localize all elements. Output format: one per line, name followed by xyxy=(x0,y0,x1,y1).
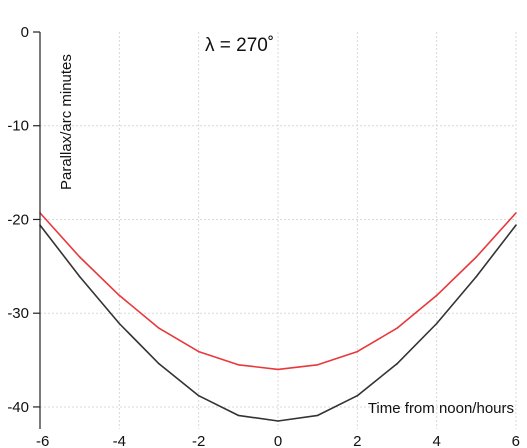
plot-area xyxy=(39,212,517,422)
y-tick-labels: 0 -10 -20 -30 -40 xyxy=(7,24,29,416)
grid xyxy=(40,32,517,429)
data-point xyxy=(237,414,240,417)
x-tick-label: -2 xyxy=(192,433,205,448)
y-tick-label: -40 xyxy=(7,399,29,416)
data-point xyxy=(356,394,359,397)
data-point xyxy=(515,224,517,226)
data-point xyxy=(118,294,121,297)
data-point xyxy=(515,212,517,214)
data-point xyxy=(356,350,359,353)
data-point xyxy=(316,414,319,417)
y-tick-label: -30 xyxy=(7,305,29,322)
axes xyxy=(33,31,41,429)
data-point xyxy=(118,322,121,325)
data-point xyxy=(277,420,279,422)
data-point xyxy=(197,350,200,353)
data-point xyxy=(237,363,240,366)
data-point xyxy=(475,275,478,278)
x-tick-label: 4 xyxy=(432,433,440,448)
series-line-2 xyxy=(39,224,517,422)
y-tick-label: -20 xyxy=(7,211,29,228)
x-axis-title: Time from noon/hours xyxy=(368,400,514,417)
x-tick-label: 6 xyxy=(512,433,520,448)
lambda-annotation: λ = 270˚ xyxy=(205,35,274,56)
data-point xyxy=(277,368,279,371)
y-axis-title: Parallax/arc minutes xyxy=(58,54,75,190)
data-point xyxy=(396,363,398,365)
data-point xyxy=(78,275,81,278)
data-point xyxy=(78,256,81,258)
data-point xyxy=(158,327,160,330)
x-tick-labels: -6 -4 -2 0 2 4 6 xyxy=(36,433,520,448)
y-tick-label: -10 xyxy=(7,118,29,135)
x-tick-label: -6 xyxy=(36,433,49,448)
data-point xyxy=(475,256,478,258)
data-point xyxy=(158,363,160,365)
data-point xyxy=(435,322,438,325)
data-point xyxy=(396,327,398,330)
data-point xyxy=(316,363,319,366)
x-tick-label: 0 xyxy=(274,433,282,448)
data-point xyxy=(435,294,438,297)
x-tick-label: -4 xyxy=(113,433,126,448)
x-tick-label: 2 xyxy=(353,433,361,448)
y-tick-label: 0 xyxy=(21,24,29,41)
data-point xyxy=(197,394,200,397)
